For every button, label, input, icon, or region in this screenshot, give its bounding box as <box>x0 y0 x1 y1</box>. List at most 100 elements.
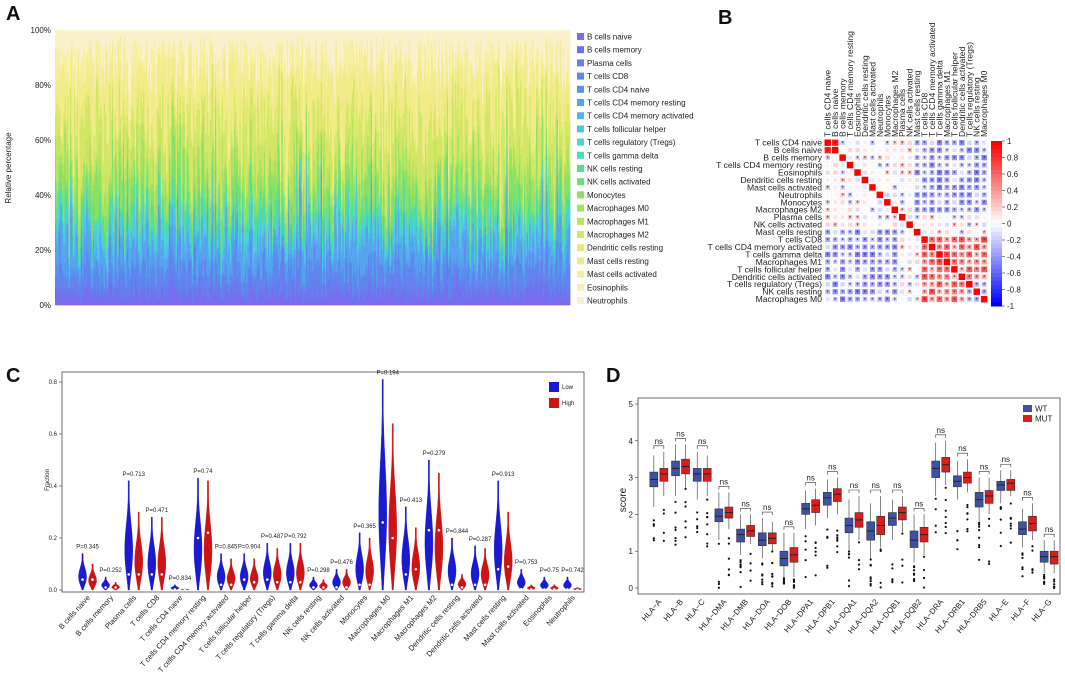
panel-a-bar-segment <box>130 277 133 289</box>
panel-a-bar-segment <box>71 50 74 135</box>
panel-a-bar-segment <box>55 226 57 276</box>
panel-a-bar-segment <box>209 257 212 266</box>
panel-a-bar-segment <box>162 230 164 238</box>
panel-a-bar-segment <box>205 197 208 211</box>
panel-a-bar-segment <box>92 63 95 133</box>
panel-a-bar-segment <box>125 298 128 302</box>
panel-a-bar-segment <box>152 133 155 141</box>
panel-a-bar-segment <box>149 86 152 91</box>
panel-a-bar-segment <box>205 210 208 213</box>
panel-a-bar-segment <box>69 88 72 116</box>
panel-a-bar-segment <box>201 185 204 187</box>
panel-a-bar-segment <box>64 207 67 223</box>
panel-a-bar-segment <box>139 66 141 124</box>
panel-a-bar-segment <box>111 120 114 141</box>
panel-a-bar-segment <box>129 137 132 149</box>
panel-a-bar-segment <box>236 40 239 55</box>
panel-a-bar-segment <box>110 224 113 236</box>
panel-a-bar-segment <box>109 84 111 173</box>
panel-a-bar-segment <box>120 269 122 287</box>
panel-a-bar-segment <box>105 240 107 243</box>
panel-a-bar-segment <box>76 68 79 99</box>
panel-a-bar-segment <box>88 301 91 306</box>
panel-a-bar-segment <box>202 297 205 303</box>
panel-a-bar-segment <box>114 243 117 247</box>
panel-a-bar-segment <box>126 57 129 66</box>
panel-a-bar-segment <box>210 281 213 289</box>
panel-a-bar-segment <box>225 264 228 276</box>
panel-a-bar-segment <box>162 239 164 266</box>
panel-a-bar-segment <box>174 112 177 128</box>
panel-a-bar-segment <box>118 75 121 82</box>
panel-a-bar-segment <box>88 204 91 219</box>
panel-a-bar-segment <box>266 62 269 66</box>
panel-a-bar-segment <box>221 30 224 49</box>
panel-a-bar-segment <box>86 30 88 53</box>
panel-a-bar-segment <box>140 262 143 271</box>
panel-a-bar-segment <box>65 80 68 122</box>
panel-a-bar-segment <box>139 299 141 302</box>
panel-a-bar-segment <box>232 280 235 295</box>
panel-a-bar-segment <box>60 186 63 193</box>
panel-a-bar-segment <box>102 249 105 258</box>
panel-a-bar-segment <box>143 141 145 161</box>
panel-a-bar-segment <box>218 255 221 283</box>
panel-a-bar-segment <box>179 39 182 79</box>
panel-a-bar-segment <box>181 241 183 246</box>
panel-a-bar-segment <box>239 152 242 163</box>
panel-a-bar-segment <box>56 240 59 247</box>
panel-a-bar-segment <box>137 261 140 264</box>
panel-a-bar-segment <box>113 289 116 300</box>
panel-a-bar-segment <box>86 207 88 249</box>
panel-a-bar-segment <box>86 173 88 180</box>
panel-a-bar-segment <box>90 291 92 295</box>
panel-a-bar-segment <box>258 172 261 200</box>
panel-a-bar-segment <box>217 179 220 185</box>
panel-a-bar-segment <box>236 145 239 157</box>
panel-a-bar-segment <box>194 197 197 209</box>
panel-a-bar-segment <box>251 202 254 225</box>
panel-a-bar-segment <box>124 169 126 185</box>
panel-a-bar-segment <box>134 268 137 275</box>
panel-a-bar-segment <box>73 30 76 48</box>
panel-a-bar-segment <box>212 30 214 42</box>
panel-a-bar-segment <box>237 263 240 284</box>
panel-a-bar-segment <box>60 140 63 153</box>
panel-a-bar-segment <box>55 187 57 196</box>
panel-a-bar-segment <box>190 260 193 262</box>
panel-a-bar-segment <box>109 186 111 194</box>
panel-a-bar-segment <box>236 211 239 220</box>
panel-a-bar-segment <box>63 229 65 233</box>
panel-a-bar-segment <box>198 209 201 212</box>
panel-a-bar-segment <box>115 66 118 72</box>
panel-a-bar-segment <box>95 259 98 263</box>
panel-a-bar-segment <box>163 301 166 306</box>
panel-a-bar-segment <box>107 230 110 233</box>
panel-a-bar-segment <box>147 268 149 287</box>
panel-a-bar-segment <box>143 244 145 255</box>
panel-a-bar-segment <box>167 262 170 275</box>
panel-a-bar-segment <box>166 267 168 270</box>
panel-a-bar-segment <box>200 191 202 197</box>
panel-a-bar-segment <box>263 30 266 54</box>
panel-a-bar-segment <box>139 232 141 243</box>
panel-a-bar-segment <box>109 45 111 58</box>
panel-a-bar-segment <box>228 251 231 283</box>
panel-a-bar-segment <box>209 30 212 36</box>
panel-a-bar-segment <box>99 301 102 306</box>
panel-a-bar-segment <box>136 300 139 306</box>
panel-a-bar-segment <box>72 64 75 68</box>
panel-a-bar-segment <box>252 56 255 63</box>
panel-a-bar-segment <box>185 299 187 306</box>
panel-a-bar-segment <box>121 107 124 146</box>
panel-a-bar-segment <box>101 174 103 190</box>
panel-a-bar-segment <box>262 252 265 282</box>
panel-a-bar-segment <box>134 244 137 248</box>
panel-a-bar-segment <box>126 300 129 306</box>
panel-a-bar-segment <box>176 62 179 72</box>
panel-a-bar-segment <box>94 185 97 221</box>
panel-a-bar-segment <box>168 285 171 306</box>
panel-a-bar-segment <box>129 290 132 300</box>
panel-a-bar-segment <box>57 135 60 157</box>
panel-a-bar-segment <box>120 30 122 36</box>
